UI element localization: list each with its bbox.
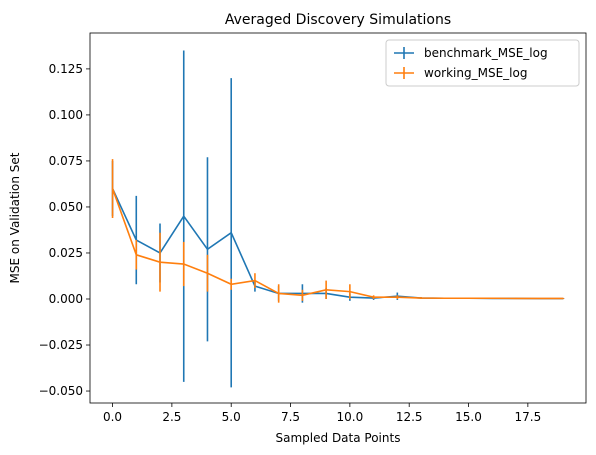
x-tick-label: 15.0: [455, 410, 482, 424]
x-axis: 0.0 2.5 5.0 7.5 10.0 12.5 15.0 17.5: [103, 403, 541, 424]
x-tick-label: 5.0: [222, 410, 241, 424]
legend-item: working_MSE_log: [394, 66, 527, 80]
chart-title: Averaged Discovery Simulations: [225, 12, 451, 28]
y-axis-title: MSE on Validation Set: [8, 152, 22, 283]
legend-label: benchmark_MSE_log: [424, 46, 548, 60]
legend: benchmark_MSE_log working_MSE_log: [385, 39, 580, 87]
x-tick-label: 7.5: [281, 410, 300, 424]
legend-label: working_MSE_log: [424, 66, 527, 80]
plot-area: [111, 50, 565, 388]
y-tick-label: 0.075: [49, 154, 83, 168]
series-line: [111, 188, 564, 300]
y-tick-label: 0.125: [49, 62, 83, 76]
y-tick-label: 0.050: [49, 200, 83, 214]
legend-item: benchmark_MSE_log: [394, 46, 548, 60]
x-tick-label: 12.5: [396, 410, 423, 424]
x-tick-label: 2.5: [162, 410, 181, 424]
x-axis-title: Sampled Data Points: [276, 431, 401, 445]
x-tick-label: 17.5: [514, 410, 541, 424]
y-tick-label: 0.100: [49, 108, 83, 122]
series-benchmark_MSE_log: [111, 50, 565, 388]
x-tick-label: 10.0: [337, 410, 364, 424]
plot-frame: [89, 32, 587, 404]
series-working_MSE_log: [111, 159, 565, 303]
legend-box: [385, 39, 580, 87]
y-tick-label: −0.025: [39, 338, 83, 352]
y-axis: −0.050 −0.025 0.000 0.025 0.050 0.075 0.100 0.1…: [39, 62, 90, 398]
x-tick-label: 0.0: [103, 410, 122, 424]
y-tick-label: 0.000: [49, 292, 83, 306]
series-line: [111, 188, 564, 300]
y-tick-label: 0.025: [49, 246, 83, 260]
y-tick-label: −0.050: [39, 384, 83, 398]
